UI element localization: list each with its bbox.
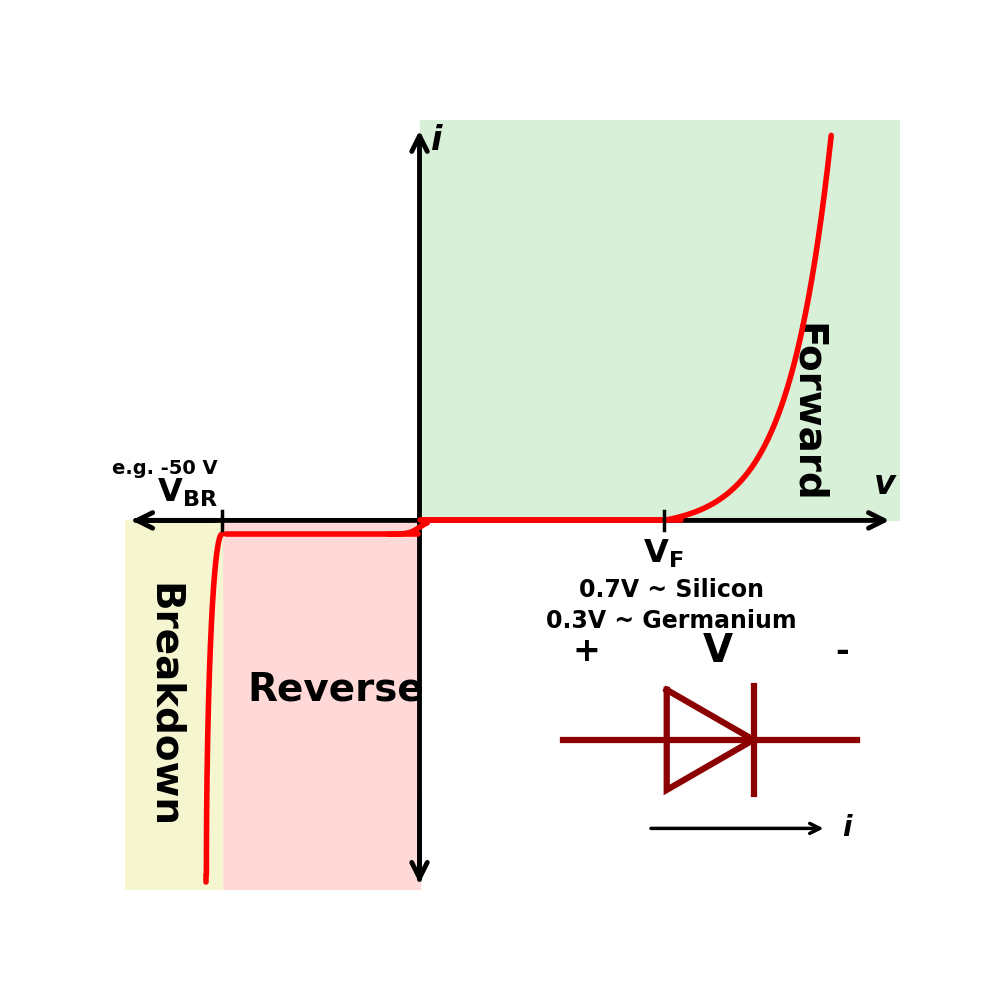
Text: 0.7V ~ Silicon: 0.7V ~ Silicon (579, 578, 764, 602)
Text: -: - (835, 635, 849, 668)
Text: +: + (572, 635, 600, 668)
Text: Breakdown: Breakdown (145, 583, 183, 828)
Text: e.g. -50 V: e.g. -50 V (112, 459, 218, 478)
Text: 0.3V ~ Germanium: 0.3V ~ Germanium (546, 609, 797, 633)
Text: i: i (842, 814, 851, 842)
Text: Reverse: Reverse (248, 671, 425, 709)
Text: i: i (431, 124, 443, 157)
Text: v: v (874, 468, 896, 501)
Bar (125, 520, 222, 890)
Text: $\mathbf{V_{BR}}$: $\mathbf{V_{BR}}$ (157, 476, 218, 509)
Text: V: V (703, 632, 733, 670)
Bar (222, 520, 420, 890)
Text: Forward: Forward (788, 323, 826, 502)
Text: $\mathbf{V_F}$: $\mathbf{V_F}$ (643, 537, 684, 570)
Bar (420, 120, 900, 520)
